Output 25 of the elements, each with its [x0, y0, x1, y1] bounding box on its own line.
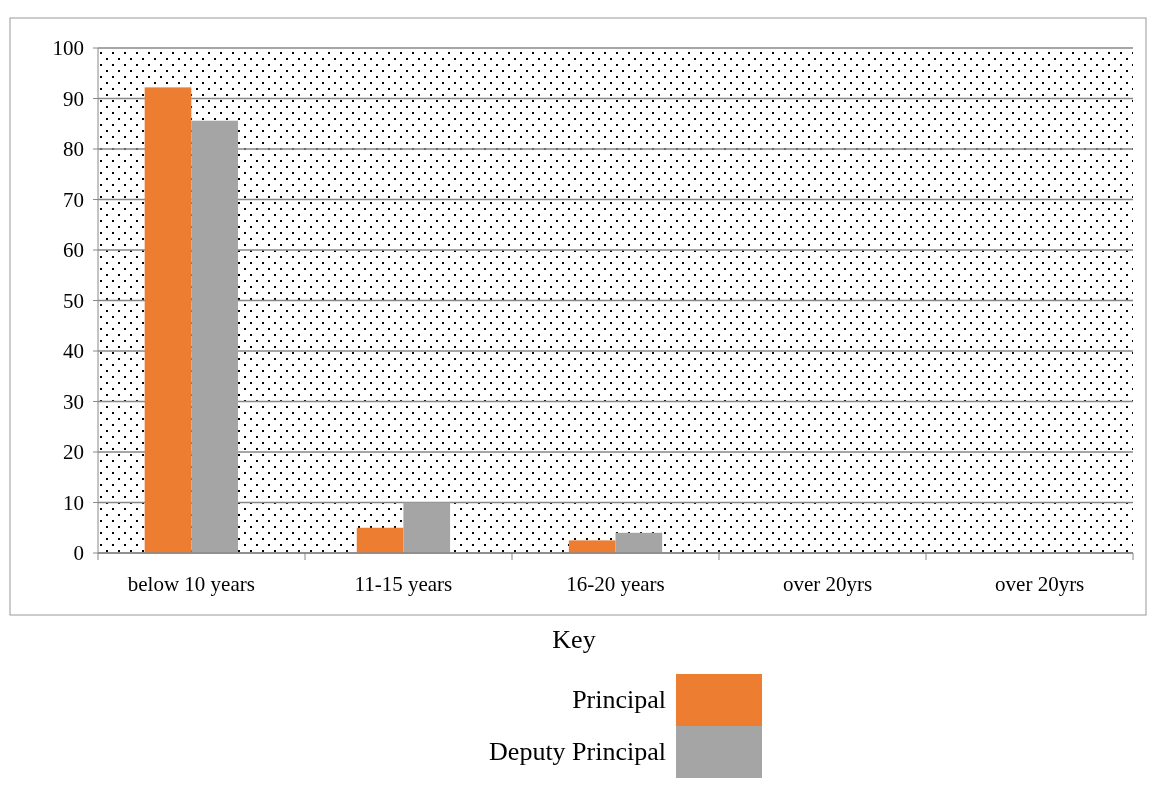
y-tick-label: 10 — [63, 490, 84, 515]
bar — [568, 540, 616, 553]
y-tick-label: 60 — [63, 238, 84, 263]
y-tick-label: 30 — [63, 389, 84, 414]
x-tick-label: over 20yrs — [995, 572, 1085, 596]
legend-label: Principal — [572, 685, 666, 714]
y-tick-label: 80 — [63, 137, 84, 162]
bar — [191, 120, 238, 553]
y-tick-label: 50 — [63, 288, 84, 313]
legend-label: Deputy Principal — [489, 737, 666, 766]
x-tick-label: below 10 years — [127, 572, 255, 596]
bar — [615, 532, 663, 553]
bar — [356, 527, 404, 553]
y-tick-label: 70 — [63, 187, 84, 212]
x-tick-label: over 20yrs — [782, 572, 873, 596]
bar — [403, 502, 451, 553]
legend-title: Key — [552, 625, 596, 654]
y-tick-label: 90 — [63, 86, 84, 111]
x-tick-label: 16-20 years — [566, 572, 665, 596]
y-tick-label: 20 — [63, 440, 84, 465]
y-tick-label: 40 — [63, 339, 84, 364]
x-tick-label: 11-15 years — [354, 572, 453, 596]
y-tick-label: 100 — [52, 36, 84, 61]
y-tick-label: 0 — [73, 541, 84, 566]
bar — [144, 87, 192, 553]
